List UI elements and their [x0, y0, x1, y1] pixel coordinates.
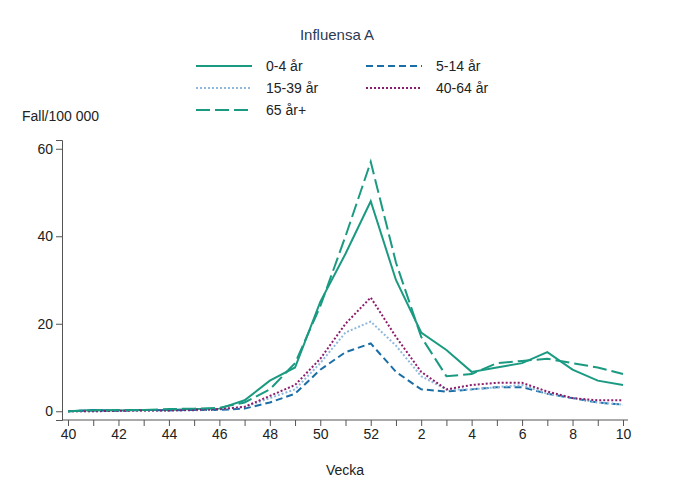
title: Influensa A: [300, 26, 374, 43]
legend-swatch: [196, 109, 252, 111]
x-label: Vecka: [326, 462, 364, 478]
y-tick: 60: [37, 141, 62, 157]
x-tick: [93, 420, 94, 426]
series-line: [68, 322, 623, 412]
x-tick: [497, 420, 498, 426]
legend-swatch: [366, 65, 422, 67]
x-tick-mark: [497, 420, 498, 426]
x-tick: 46: [212, 420, 228, 442]
x-tick: 2: [418, 420, 426, 442]
x-tick-label: 40: [61, 426, 77, 442]
x-tick: [547, 420, 548, 426]
x-tick: 8: [569, 420, 577, 442]
x-tick-label: 10: [616, 426, 632, 442]
y-axis-line: [56, 141, 63, 421]
x-tick-mark: [295, 420, 296, 426]
chart: Influensa A 0-4 år 5-14 år 15-39 år 40-64 år…: [0, 0, 677, 493]
x-tick: [346, 420, 347, 426]
x-tick-label: 50: [313, 426, 329, 442]
x-tick: 44: [162, 420, 178, 442]
x-tick-label: 8: [569, 426, 577, 442]
x-tick: [144, 420, 145, 426]
x-tick-mark: [144, 420, 145, 426]
y-tick-label: 20: [37, 316, 53, 332]
x-tick-label: 52: [363, 426, 379, 442]
legend-label: 40-64 år: [436, 80, 488, 96]
legend-label: 5-14 år: [436, 58, 481, 74]
y-tick-mark: [56, 411, 62, 412]
y-tick-label: 60: [37, 141, 53, 157]
series-line: [68, 162, 623, 411]
x-tick-mark: [396, 420, 397, 426]
x-tick-label: 6: [519, 426, 527, 442]
y-tick-label: 40: [37, 228, 53, 244]
x-tick-label: 44: [162, 426, 178, 442]
x-tick-mark: [446, 420, 447, 426]
y-tick-label: 0: [45, 403, 53, 419]
x-tick-mark: [245, 420, 246, 426]
x-tick: 4: [468, 420, 476, 442]
x-tick-label: 48: [263, 426, 279, 442]
x-tick-label: 4: [468, 426, 476, 442]
y-axis: 0 20 40 60: [37, 141, 62, 421]
x-tick: [598, 420, 599, 426]
x-tick: 52: [363, 420, 379, 442]
series-line: [68, 298, 623, 412]
y-tick: 40: [37, 228, 62, 244]
y-label: Fall/100 000: [22, 108, 99, 124]
legend-label: 0-4 år: [266, 58, 303, 74]
x-tick: 42: [111, 420, 127, 442]
legend-swatch: [196, 87, 252, 89]
x-tick-mark: [93, 420, 94, 426]
x-tick-mark: [194, 420, 195, 426]
legend-label: 65 år+: [266, 102, 306, 118]
x-tick: 40: [61, 420, 77, 442]
x-tick: [396, 420, 397, 426]
series-line: [68, 201, 623, 411]
x-tick-label: 2: [418, 426, 426, 442]
y-tick-mark: [56, 149, 62, 150]
y-tick-mark: [56, 324, 62, 325]
series-line: [68, 343, 623, 411]
legend-swatch: [196, 65, 252, 67]
legend-label: 15-39 år: [266, 80, 318, 96]
x-tick: 48: [263, 420, 279, 442]
x-tick: 50: [313, 420, 329, 442]
x-tick: 6: [519, 420, 527, 442]
x-tick-mark: [346, 420, 347, 426]
lines: [68, 162, 623, 411]
x-tick: [446, 420, 447, 426]
legend-swatch: [366, 87, 422, 89]
x-tick: 10: [616, 420, 632, 442]
x-tick-label: 46: [212, 426, 228, 442]
legend: 0-4 år 5-14 år 15-39 år 40-64 år 65 år+: [196, 58, 488, 118]
x-tick-label: 42: [111, 426, 127, 442]
x-tick: [194, 420, 195, 426]
x-tick: [295, 420, 296, 426]
x-tick-mark: [598, 420, 599, 426]
y-tick: 20: [37, 316, 62, 332]
y-tick-mark: [56, 236, 62, 237]
x-axis-line: [62, 420, 628, 421]
y-tick: 0: [45, 403, 62, 419]
x-tick: [245, 420, 246, 426]
x-axis: 40424446485052246810: [61, 420, 632, 442]
x-tick-mark: [547, 420, 548, 426]
